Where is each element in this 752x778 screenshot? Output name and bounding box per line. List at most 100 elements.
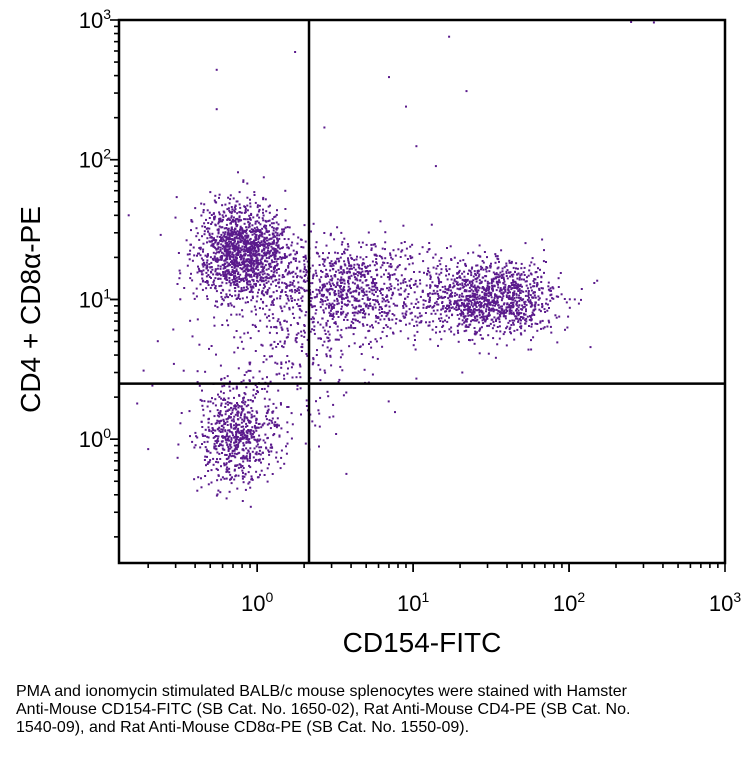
data-point [202,209,205,211]
data-point [392,331,394,334]
data-point [275,284,278,287]
data-point [253,227,256,230]
data-point [260,446,263,449]
data-point [279,321,281,324]
data-point [329,234,332,237]
data-point [217,489,220,492]
data-point [227,437,230,440]
data-point [257,391,259,394]
data-point [435,284,437,287]
data-point [475,332,478,335]
data-point [218,196,220,199]
data-point [234,265,237,268]
data-point [224,259,227,262]
data-point [323,265,326,267]
data-point [338,378,341,381]
data-point [208,461,211,463]
data-point [229,272,232,275]
data-point [459,283,462,286]
data-point [305,311,308,314]
data-point [491,327,494,330]
data-point [416,316,419,319]
data-point [347,285,350,288]
data-point [224,402,227,405]
data-point [288,308,291,311]
data-point [244,260,247,263]
data-point [371,324,373,327]
data-point [451,313,454,316]
data-point [214,201,217,204]
data-point [324,258,327,261]
data-point [477,321,480,324]
data-point [363,302,366,305]
data-point [255,260,258,263]
data-point [481,310,484,313]
data-point [212,258,215,261]
data-point [222,448,225,451]
data-point [502,303,505,306]
data-point [369,304,372,307]
data-point [474,304,477,307]
data-point [330,364,333,367]
data-point [242,270,245,273]
data-point [239,233,242,236]
data-point [275,345,278,348]
data-point [466,299,469,302]
data-point [253,283,256,286]
data-point [204,254,207,257]
data-point [425,321,427,324]
data-point [468,286,471,289]
data-point [265,210,268,213]
data-point [242,230,245,233]
data-point [229,222,232,225]
data-point [394,268,397,271]
data-point [221,226,224,229]
data-point [278,286,281,289]
data-point [512,323,515,326]
data-point [463,270,466,273]
data-point [284,219,287,222]
data-point [458,269,461,272]
data-point [224,438,227,441]
data-point [244,234,247,237]
data-point [362,289,365,292]
data-point [276,425,279,428]
data-point [360,267,363,270]
data-point [228,385,231,388]
data-point [506,302,509,305]
data-point [466,325,469,328]
data-point [246,436,249,439]
data-point [358,291,361,294]
data-point [272,402,275,405]
data-point [373,264,376,267]
data-point [483,318,485,321]
data-point [225,244,228,247]
data-point [194,444,197,447]
data-point [227,248,230,251]
data-point [439,313,442,316]
data-point [381,345,384,348]
data-point [246,425,249,427]
data-point [292,233,295,236]
data-point [273,425,276,427]
data-point [484,320,487,323]
data-point [355,305,358,308]
data-point [244,209,247,212]
data-point [247,404,250,407]
data-point [271,218,274,221]
data-point [256,295,259,298]
data-point [221,452,223,454]
data-point [265,275,268,278]
data-point [232,434,234,437]
data-point [249,486,252,489]
data-point [238,216,241,218]
data-point [305,289,308,292]
data-point [244,268,247,271]
data-point [234,435,236,438]
data-point [233,264,236,267]
data-point [505,327,508,330]
data-point [241,267,244,270]
data-point [428,271,431,274]
data-point [294,289,297,291]
data-point [220,258,223,261]
